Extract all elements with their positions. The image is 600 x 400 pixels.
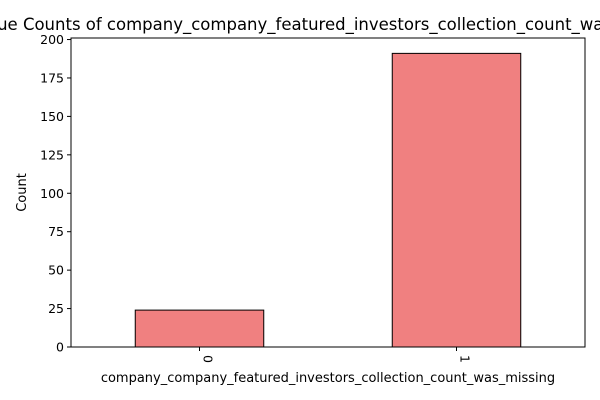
y-axis-label: Count (15, 173, 30, 212)
x-tick-label: 0 (201, 355, 216, 363)
y-tick-label: 150 (40, 109, 64, 124)
chart-title: Value Counts of company_company_featured… (0, 15, 600, 35)
y-tick-label: 175 (40, 70, 64, 85)
bars-group (134, 52, 522, 348)
x-tick-label: 1 (458, 355, 473, 363)
x-axis-label: company_company_featured_investors_colle… (101, 371, 555, 386)
y-tick-label: 75 (48, 224, 64, 239)
y-tick-label: 50 (48, 263, 64, 278)
y-tick-label: 125 (40, 147, 64, 162)
plot-frame (70, 37, 586, 348)
y-axis: 0 25 50 75 100 125 150 175 200 (40, 32, 71, 355)
bar-0 (134, 309, 265, 348)
y-tick-label: 0 (56, 340, 64, 355)
y-tick-label: 200 (40, 32, 64, 47)
bar-1 (391, 52, 522, 348)
y-tick-label: 25 (48, 301, 64, 316)
y-tick-label: 100 (40, 186, 64, 201)
